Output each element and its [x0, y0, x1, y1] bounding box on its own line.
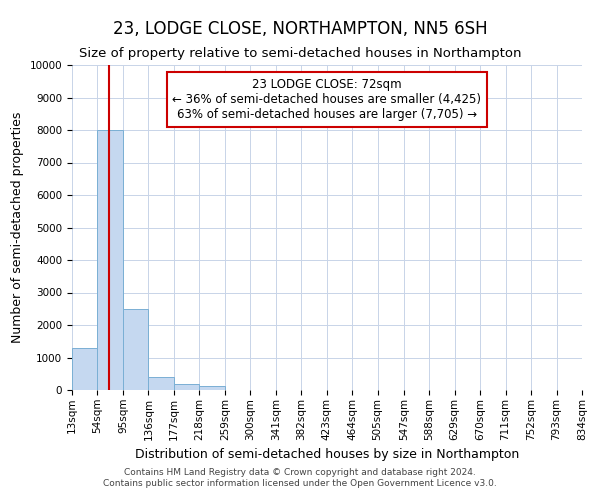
Bar [148, 377, 174, 390]
Text: Size of property relative to semi-detached houses in Northampton: Size of property relative to semi-detach… [79, 48, 521, 60]
Bar [123, 308, 148, 390]
Bar [97, 130, 123, 390]
Text: Contains HM Land Registry data © Crown copyright and database right 2024.
Contai: Contains HM Land Registry data © Crown c… [103, 468, 497, 487]
Bar [174, 384, 199, 390]
Bar [72, 348, 97, 390]
X-axis label: Distribution of semi-detached houses by size in Northampton: Distribution of semi-detached houses by … [135, 448, 519, 461]
Bar [199, 386, 225, 390]
Y-axis label: Number of semi-detached properties: Number of semi-detached properties [11, 112, 24, 343]
Text: 23 LODGE CLOSE: 72sqm
← 36% of semi-detached houses are smaller (4,425)
63% of s: 23 LODGE CLOSE: 72sqm ← 36% of semi-deta… [173, 78, 482, 121]
Text: 23, LODGE CLOSE, NORTHAMPTON, NN5 6SH: 23, LODGE CLOSE, NORTHAMPTON, NN5 6SH [113, 20, 487, 38]
